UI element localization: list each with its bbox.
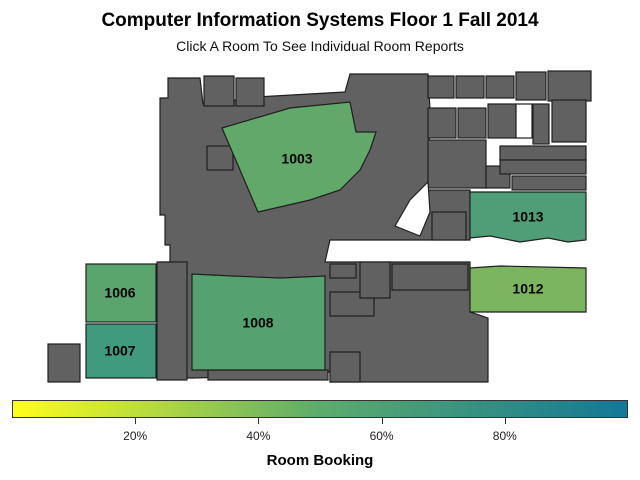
room-block-e-4 — [359, 261, 391, 299]
legend-tick-label: 60% — [369, 429, 394, 443]
room-block-w-1 — [156, 261, 188, 381]
room-1006[interactable] — [85, 263, 157, 323]
legend-tick-mark — [504, 418, 506, 424]
room-block-ne-6 — [427, 107, 457, 139]
room-block-ne-2 — [455, 75, 485, 99]
color-scale-bar — [12, 400, 628, 418]
room-block-ne-4 — [515, 71, 547, 101]
legend-tick-label: 20% — [123, 429, 148, 443]
room-block-ne-3 — [485, 75, 515, 99]
room-block-ne-13 — [499, 145, 587, 161]
room-block-ne-11 — [427, 139, 487, 189]
legend-tick-label: 40% — [246, 429, 271, 443]
light-well-cutout — [515, 103, 533, 139]
room-block-nw-1 — [203, 75, 235, 107]
room-1003[interactable] — [221, 101, 377, 213]
room-1013[interactable] — [469, 191, 587, 243]
room-block-ne-15 — [511, 175, 587, 191]
room-block-e-5 — [391, 263, 469, 291]
courtyard-cutout — [394, 180, 431, 237]
room-1007[interactable] — [85, 323, 157, 379]
room-1012[interactable] — [469, 265, 587, 313]
room-block-ne-14 — [499, 159, 587, 175]
legend-tick-mark — [135, 418, 137, 424]
legend-tick-label: 80% — [492, 429, 517, 443]
floor-plan-map: 1003 1013 1012 1006 1008 1007 — [47, 70, 592, 383]
room-block-nw-3 — [206, 145, 234, 171]
room-block-ne-9 — [532, 103, 550, 145]
map-subtitle: Click A Room To See Individual Room Repo… — [176, 38, 464, 54]
room-block-nw-2 — [235, 77, 265, 107]
room-block-e-1 — [431, 211, 467, 241]
room-block-ne-7 — [457, 107, 487, 139]
legend-title: Room Booking — [266, 452, 374, 469]
room-block-ne-8 — [487, 103, 517, 139]
legend-tick-mark — [258, 418, 260, 424]
room-block-ne-5 — [547, 70, 592, 102]
room-block-ne-1 — [427, 75, 455, 99]
room-block-e-2 — [329, 263, 357, 279]
room-block-w-2 — [47, 343, 81, 383]
room-block-e-6 — [329, 351, 361, 383]
map-title: Computer Information Systems Floor 1 Fal… — [101, 10, 539, 31]
room-1008[interactable] — [191, 273, 326, 371]
booked-rooms — [85, 101, 587, 379]
room-block-ne-10 — [551, 99, 587, 143]
room-block-s-1 — [207, 369, 329, 381]
legend-tick-mark — [381, 418, 383, 424]
